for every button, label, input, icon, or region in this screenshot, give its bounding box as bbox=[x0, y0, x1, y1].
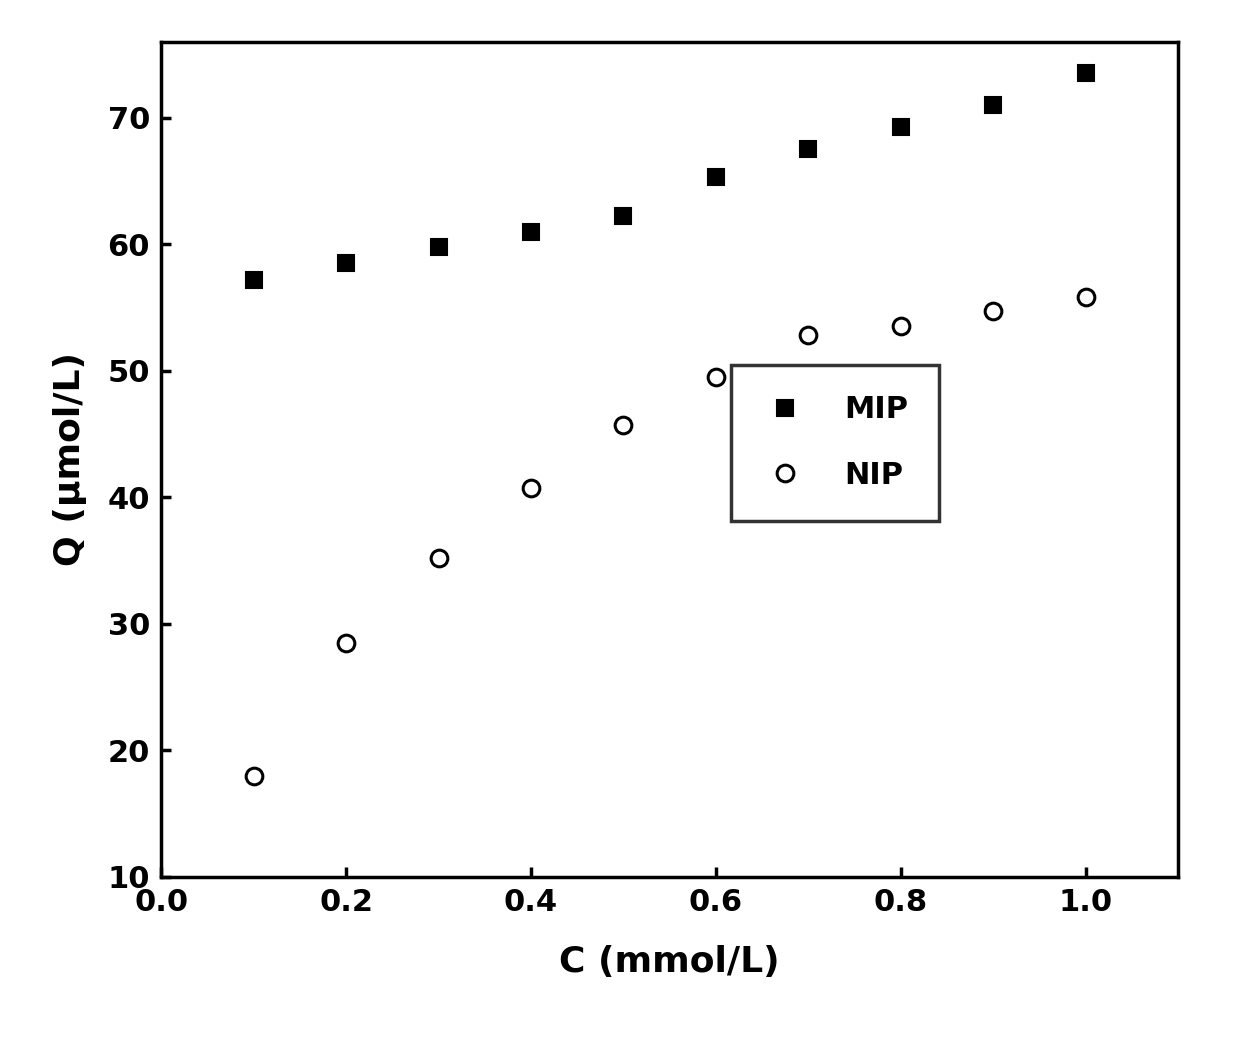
Line: NIP: NIP bbox=[246, 289, 1094, 784]
NIP bbox=[801, 329, 816, 341]
Y-axis label: Q (μmol/L): Q (μmol/L) bbox=[53, 353, 87, 566]
NIP bbox=[432, 552, 446, 565]
NIP bbox=[523, 482, 538, 495]
NIP bbox=[986, 305, 1001, 317]
NIP bbox=[893, 321, 908, 333]
MIP bbox=[247, 274, 262, 286]
MIP bbox=[523, 226, 538, 238]
MIP bbox=[801, 143, 816, 156]
NIP bbox=[1078, 291, 1092, 304]
MIP bbox=[986, 99, 1001, 112]
NIP bbox=[247, 769, 262, 782]
NIP bbox=[339, 637, 353, 649]
Line: MIP: MIP bbox=[246, 65, 1094, 288]
NIP bbox=[616, 419, 631, 431]
MIP bbox=[616, 210, 631, 222]
MIP bbox=[432, 240, 446, 253]
X-axis label: C (mmol/L): C (mmol/L) bbox=[559, 945, 780, 979]
NIP bbox=[708, 371, 723, 383]
Legend: MIP, NIP: MIP, NIP bbox=[732, 364, 939, 521]
MIP bbox=[708, 171, 723, 184]
MIP bbox=[893, 120, 908, 133]
MIP bbox=[339, 257, 353, 269]
MIP bbox=[1078, 67, 1092, 79]
